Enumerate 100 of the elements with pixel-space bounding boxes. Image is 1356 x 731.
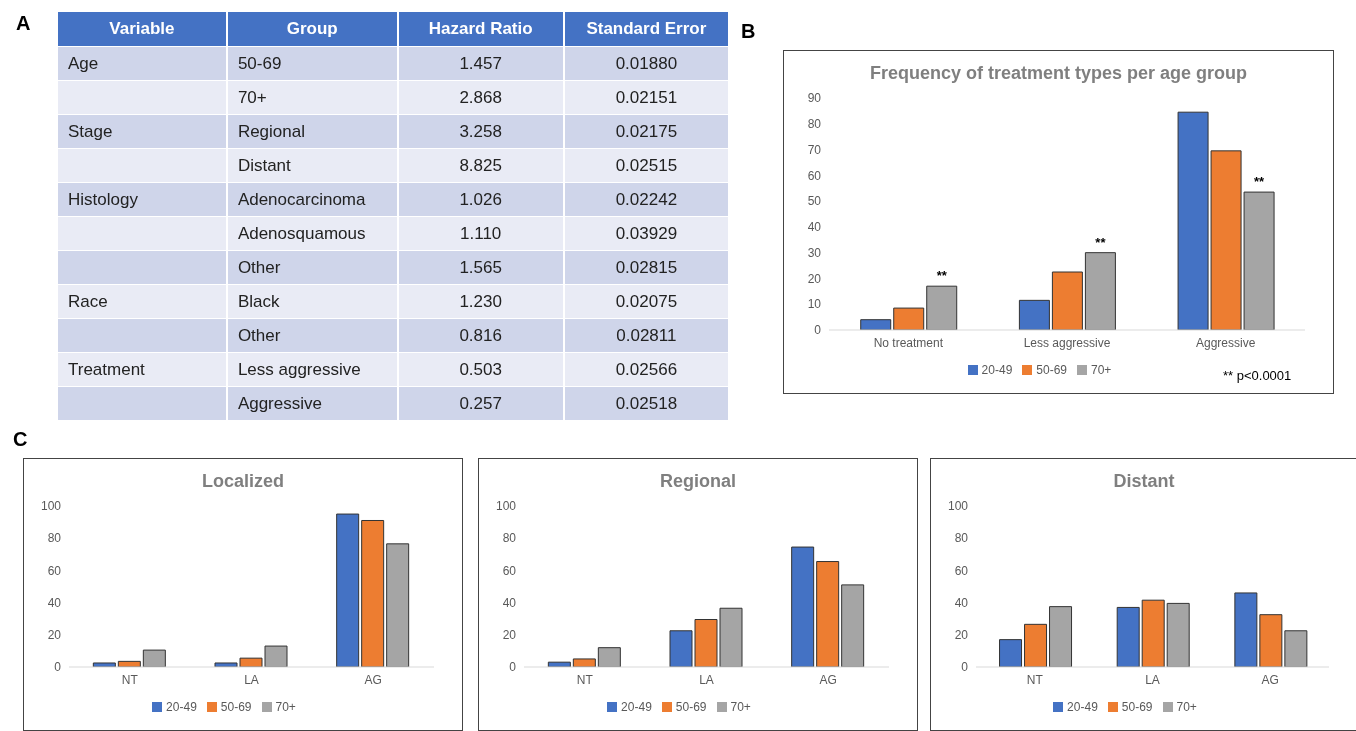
y-tick-label: 100 [947,499,969,514]
y-tick-label: 60 [47,563,62,578]
chart-title: Frequency of treatment types per age group [868,63,1249,84]
category-label: Standard Error [563,12,729,47]
y-tick-label: 30 [807,245,822,260]
bar [572,658,596,667]
bar [1051,271,1083,330]
bar [816,561,840,667]
text: 1.026 [459,189,502,209]
bar [893,307,925,330]
x-tick-label: NT [1026,672,1044,687]
text: Less aggressive [237,359,361,379]
text: Aggressive [237,393,322,413]
x-tick-label: LA [699,672,714,687]
x-tick-label: AG [819,672,837,687]
y-tick-label: 40 [47,595,62,610]
text: C [13,428,28,451]
text: Black [237,291,280,311]
y-tick-label: 0 [814,323,822,338]
bar [597,647,621,667]
legend-label: 70+ [275,700,296,714]
bar [1024,623,1048,667]
legend-label: 50-69 [220,700,252,714]
category-label: Variable [58,12,227,47]
bar [1018,299,1050,330]
y-tick-label: 0 [961,660,969,675]
chart-title: Regional [659,471,737,492]
y-tick-label: 40 [954,595,969,610]
text: Distant [237,155,291,175]
text: 0.503 [459,359,502,379]
legend-label: 20-49 [621,700,652,714]
text: 1.565 [459,257,502,277]
x-tick-label: Less aggressive [1023,335,1111,350]
y-tick-label: 60 [502,563,517,578]
bar [999,639,1023,667]
text: 0.816 [459,325,502,345]
bar [1084,252,1116,330]
y-tick-label: 80 [502,531,517,546]
x-tick-label: AG [1261,672,1279,687]
x-tick-label: LA [1145,672,1160,687]
text: 0.02242 [615,189,678,209]
text: Other [237,325,281,345]
y-tick-label: 80 [807,117,822,132]
y-tick-label: 20 [47,628,62,643]
text: 3.258 [459,121,502,141]
text: A [16,12,31,35]
text: 0.02075 [615,291,678,311]
y-tick-label: 80 [954,531,969,546]
x-tick-label: NT [576,672,594,687]
x-tick-label: LA [244,672,259,687]
text: 1.110 [460,223,502,243]
y-tick-label: 70 [807,142,822,157]
annotation: ** [936,268,948,284]
text: 1.457 [459,53,502,73]
legend-label: 70+ [1176,700,1197,714]
bar [1116,606,1140,667]
text: 1.230 [459,291,502,311]
bar [860,319,892,330]
text: ** p<0.0001 [1223,368,1292,383]
y-tick-label: 40 [502,595,517,610]
x-tick-label: AG [364,672,382,687]
bar [142,649,166,667]
text: 50-69 [237,53,282,73]
text: 0.02515 [615,155,678,175]
bar [1141,599,1165,667]
legend-label: 50-69 [1036,363,1068,377]
text: 0.02811 [616,325,677,345]
text: 0.257 [459,393,502,413]
text: 2.868 [459,87,502,107]
text: B [741,20,756,43]
bar [336,513,360,667]
bar [1049,606,1073,667]
text: 8.825 [459,155,502,175]
bar [841,584,865,667]
y-tick-label: 60 [807,168,822,183]
y-tick-label: 40 [807,220,822,235]
annotation: ** [1254,174,1266,190]
text: 0.02566 [615,359,678,379]
text: 0.02175 [615,121,678,141]
text: Adenosquamous [237,223,366,243]
legend-label: 70+ [730,700,751,714]
bar [926,285,958,330]
y-tick-label: 60 [954,563,969,578]
text: Treatment [68,359,145,379]
y-tick-label: 80 [47,531,62,546]
legend-label: 50-69 [1121,700,1153,714]
text: Histology [68,189,138,209]
text: 0.02815 [615,257,678,277]
bar [1166,602,1190,667]
bar [386,543,410,667]
text: Other [237,257,281,277]
chart-title: Localized [201,471,285,492]
x-tick-label: Aggressive [1195,335,1256,350]
text: 0.01880 [615,53,678,73]
x-tick-label: NT [121,672,139,687]
y-tick-label: 90 [807,91,822,106]
y-tick-label: 20 [954,628,969,643]
y-tick-label: 10 [807,297,822,312]
y-tick-label: 50 [807,194,822,209]
text: Regional [237,121,305,141]
